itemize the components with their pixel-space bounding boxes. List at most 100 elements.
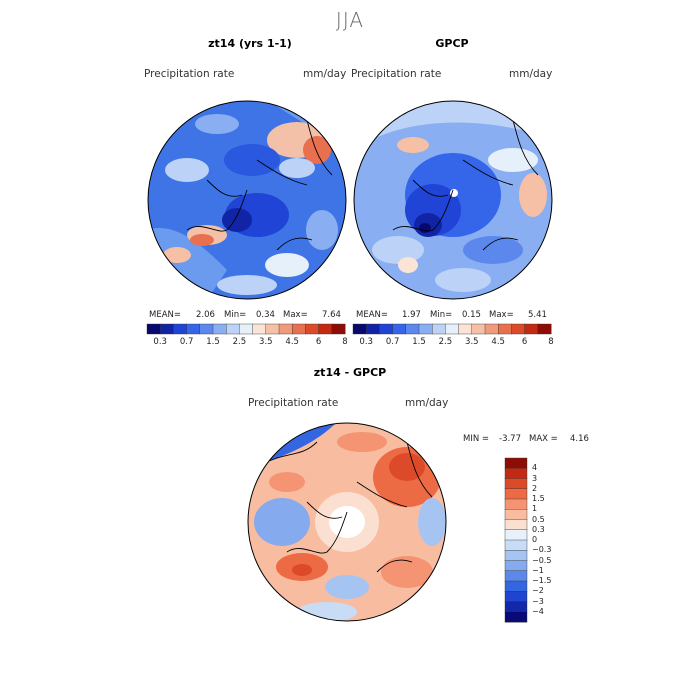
colorbar-tick-label: 0.3 xyxy=(153,337,167,347)
colorbar-swatch xyxy=(497,323,512,335)
colorbar-tick-label: 8 xyxy=(342,337,348,347)
panel-1-colorbar xyxy=(146,323,346,335)
panel-3-max: 4.16 xyxy=(570,434,589,444)
figure-title: JJA xyxy=(335,8,365,32)
colorbar-swatch xyxy=(504,529,528,541)
colorbar-tick-label: 4.5 xyxy=(285,337,299,347)
colorbar-tick-label: 1.5 xyxy=(412,337,426,347)
colorbar-tick-label: 3.5 xyxy=(259,337,273,347)
colorbar-swatch xyxy=(504,570,528,582)
colorbar-swatch xyxy=(146,323,161,335)
colorbar-swatch xyxy=(484,323,499,335)
panel-2-max-label: Max= xyxy=(489,310,514,320)
colorbar-tick-label: 2 xyxy=(532,483,538,493)
colorbar-tick-label: 2.5 xyxy=(438,337,453,347)
colorbar-tick-label: 6 xyxy=(521,337,528,347)
colorbar-swatch xyxy=(265,323,280,335)
colorbar-tick-label: 0.7 xyxy=(179,337,194,347)
colorbar-swatch xyxy=(278,323,293,335)
colorbar-swatch xyxy=(173,323,188,335)
panel-3-title: zt14 - GPCP xyxy=(313,366,387,379)
colorbar-tick-label: −0.5 xyxy=(532,555,552,565)
colorbar-tick-label: 0.3 xyxy=(359,337,373,347)
panel-2-min: 0.15 xyxy=(462,310,481,320)
panel-3-variable: Precipitation rate xyxy=(248,397,339,409)
colorbar-tick-label: 0 xyxy=(532,535,538,544)
colorbar-tick-label: −3 xyxy=(532,596,544,606)
panel-1-max-label: Max= xyxy=(283,310,308,320)
colorbar-swatch xyxy=(504,591,528,603)
panel-2-polar-map xyxy=(353,100,553,300)
colorbar-swatch xyxy=(504,498,528,510)
panel-2-colorbar-ticks: 0.3 0.7 1.5 2.5 3.5 4.5 6 8 xyxy=(353,337,553,349)
colorbar-tick-label: 8 xyxy=(548,337,554,347)
panel-3-units: mm/day xyxy=(405,397,449,409)
colorbar-swatch xyxy=(405,323,420,335)
panel-2-variable: Precipitation rate xyxy=(351,68,442,80)
colorbar-tick-label: −1.5 xyxy=(532,576,552,585)
colorbar-swatch xyxy=(331,323,346,335)
colorbar-swatch xyxy=(159,323,174,335)
colorbar-tick-label: 1.5 xyxy=(532,494,545,503)
colorbar-swatch xyxy=(199,323,214,335)
colorbar-swatch xyxy=(212,323,227,335)
colorbar-swatch xyxy=(186,323,201,335)
colorbar-swatch xyxy=(504,478,528,490)
panel-3-colorbar xyxy=(504,457,528,623)
panel-1-colorbar-ticks: 0.3 0.7 1.5 2.5 3.5 4.5 6 8 xyxy=(147,337,347,349)
panel-3-polar-map xyxy=(247,422,447,622)
panel-2-mean-label: MEAN= xyxy=(356,310,388,320)
panel-2-title: GPCP xyxy=(435,37,469,50)
colorbar-tick-label: 1 xyxy=(532,504,538,514)
colorbar-swatch xyxy=(379,323,394,335)
colorbar-swatch xyxy=(239,323,254,335)
panel-3-max-label: MAX = xyxy=(529,434,558,444)
colorbar-swatch xyxy=(225,323,240,335)
colorbar-swatch xyxy=(352,323,367,335)
colorbar-tick-label: 4.5 xyxy=(491,337,505,347)
colorbar-swatch xyxy=(504,550,528,562)
colorbar-swatch xyxy=(471,323,486,335)
panel-2-max: 5.41 xyxy=(528,310,547,320)
colorbar-swatch xyxy=(504,509,528,521)
panel-2-mean: 1.97 xyxy=(402,310,421,320)
colorbar-swatch xyxy=(445,323,460,335)
colorbar-swatch xyxy=(537,323,552,335)
colorbar-swatch xyxy=(524,323,539,335)
colorbar-tick-label: −2 xyxy=(532,586,544,596)
panel-2-units: mm/day xyxy=(509,68,553,80)
colorbar-tick-label: 4 xyxy=(532,463,538,473)
colorbar-swatch xyxy=(504,611,528,623)
colorbar-swatch xyxy=(504,539,528,551)
colorbar-swatch xyxy=(365,323,380,335)
colorbar-swatch xyxy=(504,488,528,500)
colorbar-tick-label: 0.7 xyxy=(385,337,400,347)
panel-1-min: 0.34 xyxy=(256,310,275,320)
colorbar-swatch xyxy=(392,323,407,335)
colorbar-swatch xyxy=(504,560,528,572)
colorbar-tick-label: 3.5 xyxy=(465,337,479,347)
colorbar-swatch xyxy=(291,323,306,335)
colorbar-tick-label: −0.3 xyxy=(532,545,552,555)
panel-1-polar-map xyxy=(147,100,347,300)
colorbar-tick-label: 2.5 xyxy=(232,337,247,347)
panel-1-title: zt14 (yrs 1-1) xyxy=(208,37,292,50)
colorbar-tick-label: 0.3 xyxy=(532,524,545,534)
colorbar-swatch xyxy=(305,323,320,335)
panel-1-max: 7.64 xyxy=(322,310,341,320)
colorbar-swatch xyxy=(504,457,528,469)
colorbar-tick-label: 0.5 xyxy=(532,514,545,524)
panel-3-colorbar-ticks: 4 3 2 1.5 1 0.5 0.3 0 −0.3 −0.5 −1 −1.5 −2 −3 −4 xyxy=(532,458,572,622)
panel-1-units: mm/day xyxy=(303,68,347,80)
colorbar-tick-label: −4 xyxy=(532,606,544,616)
panel-1-min-label: Min= xyxy=(224,310,247,320)
panel-2-colorbar xyxy=(352,323,552,335)
panel-1-variable: Precipitation rate xyxy=(144,68,235,80)
panel-3-min-label: MIN = xyxy=(463,434,490,444)
colorbar-swatch xyxy=(318,323,333,335)
panel-3-min: -3.77 xyxy=(499,434,521,444)
colorbar-swatch xyxy=(431,323,446,335)
panel-2-min-label: Min= xyxy=(430,310,453,320)
colorbar-swatch xyxy=(504,601,528,613)
colorbar-swatch xyxy=(504,468,528,480)
